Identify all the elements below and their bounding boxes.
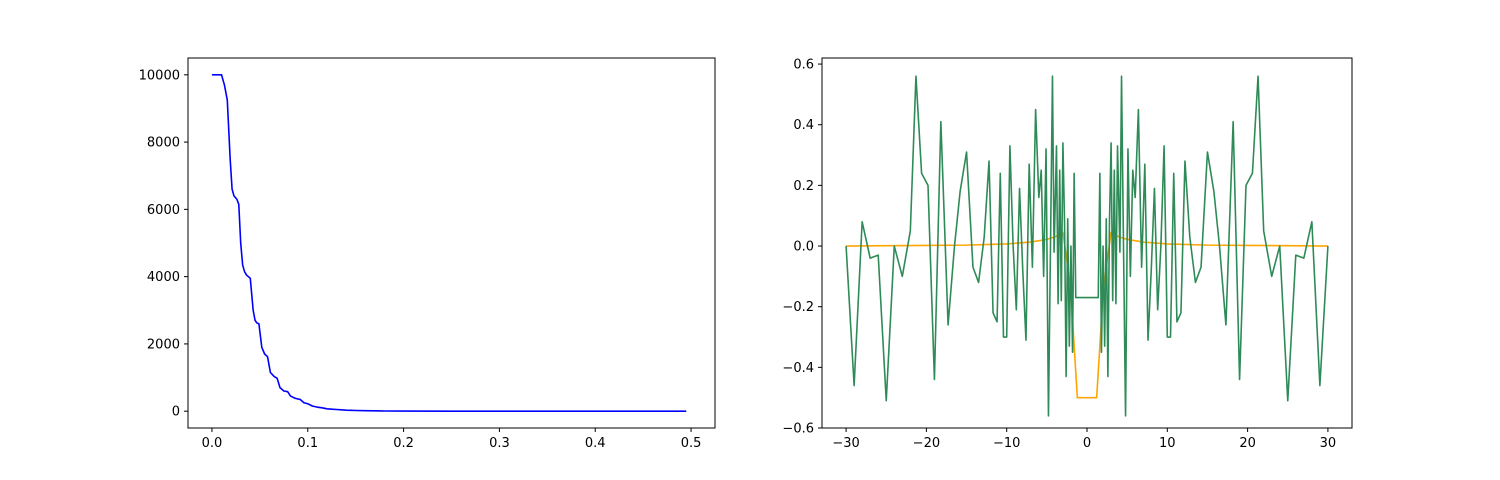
left-chart-y-tick-label: 6000 bbox=[147, 203, 180, 218]
right-chart-frame bbox=[821, 57, 1353, 429]
right-chart-x-tick-label: 20 bbox=[1239, 436, 1256, 451]
left-chart-x-tick-label: 0.3 bbox=[489, 436, 510, 451]
left-chart-y-tick-label: 10000 bbox=[139, 68, 180, 83]
right-chart-y-tick-label: 0.6 bbox=[793, 58, 814, 73]
right-chart-series-line-1 bbox=[845, 75, 1329, 417]
left-chart-y-tick-label: 4000 bbox=[147, 270, 180, 285]
right-chart-y-tick-label: 0.4 bbox=[793, 118, 814, 133]
left-chart-y-tick-label: 2000 bbox=[147, 337, 180, 352]
left-chart-frame bbox=[187, 57, 716, 429]
right-chart-x-tick-label: 0 bbox=[1083, 436, 1091, 451]
left-chart-x-tick-label: 0.1 bbox=[297, 436, 318, 451]
right-chart-y-tick-label: −0.4 bbox=[782, 361, 814, 376]
right-chart-plot-area bbox=[845, 75, 1329, 417]
left-chart-series-line-0 bbox=[211, 74, 687, 412]
left-chart-x-tick-label: 0.4 bbox=[585, 436, 606, 451]
right-chart-x-tick-label: 10 bbox=[1159, 436, 1176, 451]
right-chart-y-tick-label: 0.2 bbox=[793, 179, 814, 194]
left-chart-y-tick-label: 8000 bbox=[147, 136, 180, 151]
right-chart-x-tick-label: 30 bbox=[1320, 436, 1337, 451]
right-chart-ticks: −30 −20 −10 0 10 20 30 −0.6 −0.4 −0.2 0.0 0.2 0.4 0.6 bbox=[782, 58, 1336, 451]
right-chart-y-tick-label: −0.2 bbox=[782, 300, 814, 315]
right-chart-x-tick-label: −20 bbox=[913, 436, 940, 451]
left-chart-y-tick-label: 0 bbox=[172, 405, 180, 420]
right-chart-x-tick-label: −10 bbox=[993, 436, 1020, 451]
right-chart-series-line-0 bbox=[846, 231, 1328, 399]
right-chart: −30 −20 −10 0 10 20 30 −0.6 −0.4 −0.2 0.0 0.2 0.4 0.6 bbox=[782, 57, 1353, 451]
right-chart-y-tick-label: −0.6 bbox=[782, 422, 814, 437]
right-chart-x-tick-label: −30 bbox=[832, 436, 859, 451]
left-chart: 0.0 0.1 0.2 0.3 0.4 0.5 0 2000 4000 6000 8000 10000 bbox=[139, 57, 716, 451]
left-chart-x-tick-label: 0.0 bbox=[202, 436, 223, 451]
right-chart-y-tick-label: 0.0 bbox=[793, 240, 814, 255]
left-chart-x-tick-label: 0.5 bbox=[681, 436, 702, 451]
left-chart-x-tick-label: 0.2 bbox=[393, 436, 414, 451]
left-chart-ticks: 0.0 0.1 0.2 0.3 0.4 0.5 0 2000 4000 6000 8000 10000 bbox=[139, 68, 702, 451]
left-chart-plot-area bbox=[211, 74, 687, 412]
